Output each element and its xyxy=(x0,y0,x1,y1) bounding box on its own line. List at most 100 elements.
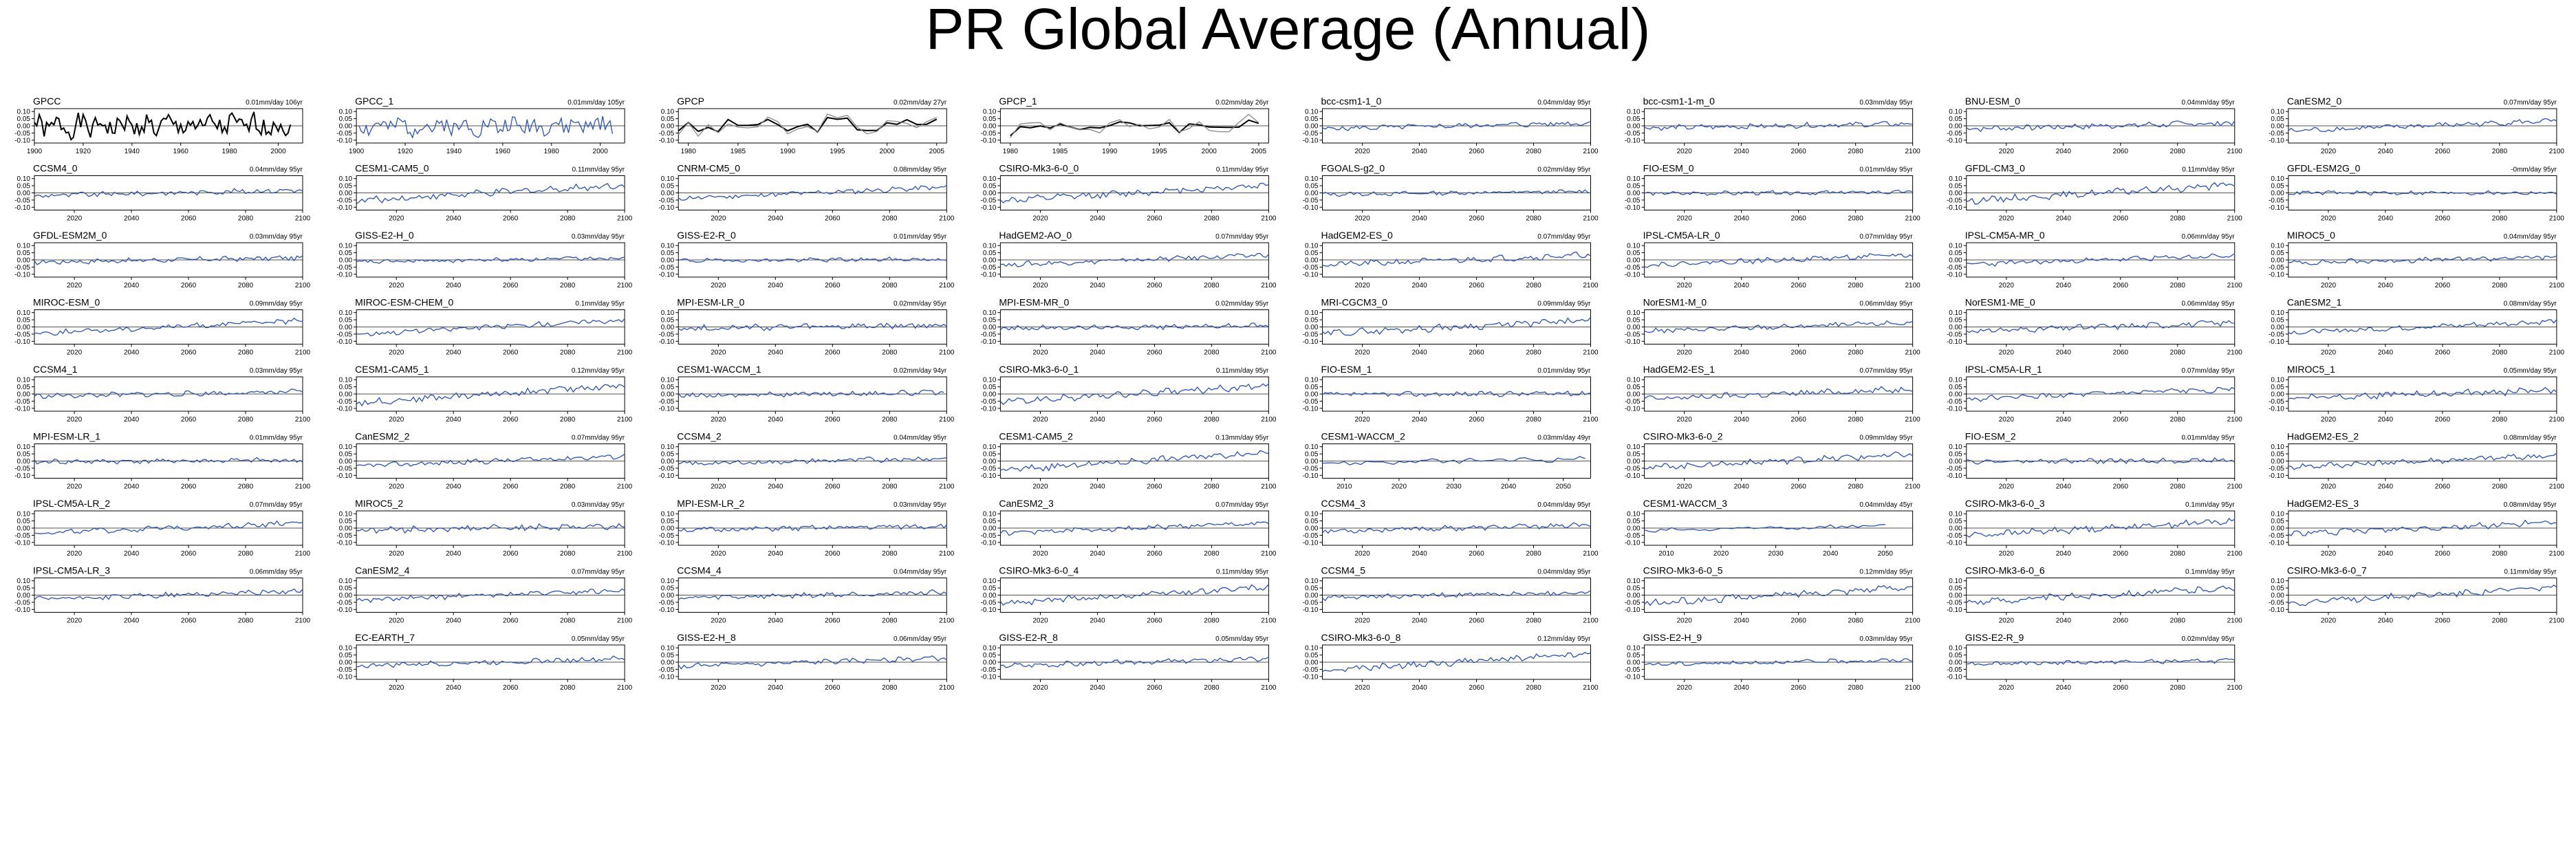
panel-title: FGOALS-g2_0 xyxy=(1321,163,1385,174)
series-line xyxy=(2288,386,2557,400)
panel-title: CanESM2_0 xyxy=(2287,96,2342,107)
x-tick-label: 2080 xyxy=(2170,617,2186,625)
x-tick-label: 2040 xyxy=(768,282,783,289)
x-tick-label: 2020 xyxy=(1032,215,1048,223)
x-tick-label: 2040 xyxy=(446,282,462,289)
x-tick-label: 2100 xyxy=(1261,282,1277,289)
x-tick-label: 2100 xyxy=(1905,282,1921,289)
x-tick-label: 2100 xyxy=(1583,215,1599,223)
panel-trend: -0mm/day 95yr xyxy=(2511,166,2557,174)
panel-trend: 0.07mm/day 95yr xyxy=(2504,99,2557,107)
series-line xyxy=(34,188,303,198)
x-tick-label: 2100 xyxy=(617,617,633,625)
panel-title: BNU-ESM_0 xyxy=(1965,96,2020,107)
y-tick-label: 0.00 xyxy=(1305,458,1319,466)
panel: HadGEM2-AO_0 0.07mm/day 95yr0.100.050.00-… xyxy=(981,230,1277,289)
y-tick-label: 0.05 xyxy=(1305,116,1319,123)
series-line xyxy=(1644,320,1913,334)
x-tick-label: 2060 xyxy=(1791,617,1807,625)
panel-trend: 0.02mm/day 95yr xyxy=(894,300,947,308)
y-tick-label: -0.05 xyxy=(336,130,352,138)
x-tick-label: 2100 xyxy=(1583,684,1599,692)
panel: CanESM2_4 0.07mm/day 95yr 0.100.050.00-0.0… xyxy=(336,565,632,625)
x-tick-label: 2020 xyxy=(67,483,83,491)
x-tick-label: 2080 xyxy=(2492,550,2508,558)
y-tick-label: 0.00 xyxy=(1627,391,1641,399)
x-tick-label: 2080 xyxy=(1204,349,1220,357)
y-tick-label: -0.10 xyxy=(2269,338,2284,346)
x-tick-label: 2080 xyxy=(1204,282,1220,289)
series-line xyxy=(356,655,625,668)
panel-title: CSIRO-Mk3-6-0_4 xyxy=(999,565,1079,576)
panel: GISS-E2-H_8 0.06mm/day 95yr0.100.050.00-0… xyxy=(658,632,954,692)
panel: CESM1-WACCM_3 0.04mm/day 45yr 0.100.050.00… xyxy=(1625,498,1913,558)
panel: CCSM4_3 0.04mm/day 95yr 0.100.050.00-0.05-… xyxy=(1303,498,1599,558)
panel-title: EC-EARTH_7 xyxy=(355,632,415,643)
y-tick-label: 0.00 xyxy=(1949,592,1962,600)
panel-title: MIROC5_0 xyxy=(2287,230,2335,241)
y-tick-label: 0.05 xyxy=(1949,652,1962,659)
panel-title: MPI-ESM-LR_0 xyxy=(677,297,744,308)
panel-title: FIO-ESM_1 xyxy=(1321,364,1372,375)
y-tick-label: 0.05 xyxy=(1305,384,1319,391)
x-tick-label: 2020 xyxy=(711,684,726,692)
panel-trend: 0.02mm/day 95yr xyxy=(1215,300,1269,308)
y-tick-label: -0.10 xyxy=(1303,606,1319,614)
x-tick-label: 2060 xyxy=(2113,148,2129,155)
y-tick-label: 0.10 xyxy=(1305,645,1319,653)
x-tick-label: 2060 xyxy=(181,282,197,289)
y-tick-label: -0.10 xyxy=(981,137,997,144)
y-tick-label: 0.10 xyxy=(1627,511,1641,518)
y-tick-label: -0.10 xyxy=(14,539,30,547)
x-tick-label: 2040 xyxy=(2378,349,2394,357)
y-tick-label: -0.05 xyxy=(1625,264,1641,272)
panel: CCSM4_0 0.04mm/day 95yr 0.100.050.00-0.05-… xyxy=(14,163,310,223)
panel-title: HadGEM2-ES_2 xyxy=(2287,431,2359,442)
y-tick-label: 0.10 xyxy=(17,109,31,116)
x-tick-label: 2040 xyxy=(2056,215,2072,223)
y-tick-label: -0.10 xyxy=(336,606,352,614)
x-tick-label: 2040 xyxy=(2056,349,2072,357)
x-tick-label: 2080 xyxy=(2492,416,2508,424)
x-tick-label: 2100 xyxy=(2549,550,2565,558)
x-tick-label: 2060 xyxy=(1147,550,1162,558)
y-tick-label: 0.00 xyxy=(17,324,31,331)
panel: MIROC-ESM_0 0.09mm/day 95yr0.100.050.00-0… xyxy=(14,297,310,357)
x-tick-label: 2060 xyxy=(1469,282,1484,289)
x-tick-label: 2060 xyxy=(825,349,841,357)
panel: HadGEM2-ES_0 0.07mm/day 95yr0.100.050.00-… xyxy=(1303,230,1599,289)
panel-title: HadGEM2-AO_0 xyxy=(999,230,1072,241)
x-tick-label: 2040 xyxy=(124,349,140,357)
panel-trend: 0.11mm/day 95yr xyxy=(2504,569,2557,576)
x-tick-label: 2040 xyxy=(1411,215,1427,223)
x-tick-label: 2060 xyxy=(1469,684,1484,692)
y-tick-label: -0.05 xyxy=(981,331,997,338)
x-tick-label: 2040 xyxy=(2378,215,2394,223)
y-tick-label: -0.05 xyxy=(2269,331,2284,338)
panel-trend: 0.06mm/day 95yr xyxy=(894,635,947,643)
series-line xyxy=(1322,391,1591,397)
y-tick-label: 0.05 xyxy=(17,585,31,593)
x-tick-label: 2020 xyxy=(67,416,83,424)
y-tick-label: 0.10 xyxy=(983,578,997,585)
y-tick-label: -0.10 xyxy=(1625,539,1641,547)
y-tick-label: 0.00 xyxy=(339,257,353,265)
x-tick-label: 2020 xyxy=(2321,282,2337,289)
y-tick-label: 0.05 xyxy=(983,250,997,257)
x-tick-label: 2020 xyxy=(1677,148,1693,155)
y-tick-label: 0.05 xyxy=(339,652,353,659)
x-tick-label: 2020 xyxy=(1354,550,1370,558)
x-tick-label: 2060 xyxy=(2113,349,2129,357)
y-tick-label: -0.10 xyxy=(1303,405,1319,413)
x-tick-label: 2100 xyxy=(1583,349,1599,357)
panel: MIROC5_0 0.04mm/day 95yr 0.100.050.00-0.05… xyxy=(2269,230,2564,289)
y-tick-label: 0.10 xyxy=(983,175,997,183)
x-tick-label: 2080 xyxy=(560,483,576,491)
y-tick-label: 0.00 xyxy=(1627,324,1641,331)
y-tick-label: 0.05 xyxy=(661,384,675,391)
panel: CESM1-CAM5_1 0.12mm/day 95yr0.100.050.00-… xyxy=(336,364,632,424)
series-line xyxy=(1644,524,1885,533)
x-tick-label: 2080 xyxy=(1204,617,1220,625)
x-tick-label: 2100 xyxy=(1261,416,1277,424)
panel-title: GPCP_1 xyxy=(999,96,1037,107)
